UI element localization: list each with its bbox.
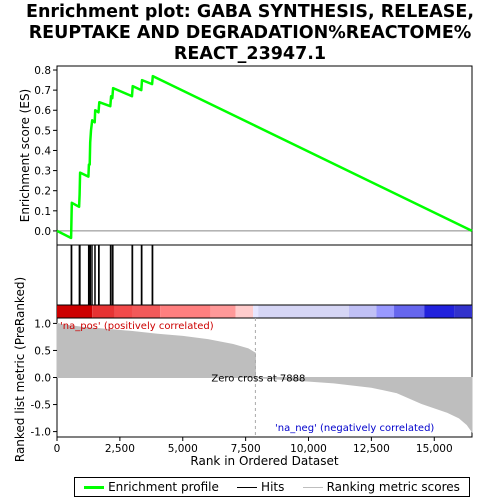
neg-label: 'na_neg' (negatively correlated) [275, 423, 434, 434]
heat-segment-7 [253, 306, 258, 318]
es-tick-label-6: 0.6 [34, 105, 51, 117]
heat-segment-0 [57, 306, 92, 318]
x-tick-label-1: 2,500 [105, 443, 135, 455]
es-panel [57, 66, 472, 245]
es-tick-label-1: 0.1 [34, 206, 51, 218]
rank-tick-label-4: -1.0 [31, 427, 52, 439]
heat-segment-12 [424, 306, 454, 318]
legend-label-hits: Hits [261, 480, 284, 494]
es-axis-label: Enrichment score (ES) [18, 89, 32, 222]
heat-segment-6 [236, 306, 254, 318]
heat-segment-10 [376, 306, 394, 318]
es-tick-label-7: 0.7 [34, 85, 51, 97]
heat-segment-9 [349, 306, 377, 318]
x-axis-label: Rank in Ordered Dataset [190, 454, 338, 468]
heat-segment-1 [92, 306, 115, 318]
es-tick-label-8: 0.8 [34, 65, 51, 77]
legend-swatch-ranked [303, 487, 323, 488]
hits-panel [57, 245, 472, 305]
heat-segment-13 [454, 306, 472, 318]
legend-item-hits: Hits [237, 480, 284, 494]
heat-segment-2 [115, 306, 133, 318]
x-tick-label-0: 0 [54, 443, 61, 455]
pos-label: 'na_pos' (positively correlated) [60, 321, 214, 332]
rank-tick-label-0: 1.0 [34, 318, 51, 330]
rank-tick-label-1: 0.5 [34, 345, 51, 357]
es-tick-label-0: 0.0 [34, 226, 51, 238]
es-tick-label-5: 0.5 [34, 125, 51, 137]
heat-segment-4 [160, 306, 210, 318]
heat-segment-8 [258, 306, 349, 318]
legend-swatch-es [84, 486, 104, 489]
es-tick-label-4: 0.4 [34, 145, 51, 157]
legend-item-es: Enrichment profile [84, 480, 219, 494]
rank-axis-label: Ranked list metric (PreRanked) [13, 277, 27, 462]
x-tick-label-5: 12,500 [353, 443, 390, 455]
legend-item-ranked: Ranking metric scores [303, 480, 460, 494]
es-tick-label-2: 0.2 [34, 186, 51, 198]
rank-tick-label-3: -0.5 [31, 400, 52, 412]
legend: Enrichment profile Hits Ranking metric s… [74, 477, 470, 497]
heat-segment-11 [394, 306, 424, 318]
zero-cross-label: Zero cross at 7888 [211, 374, 305, 385]
legend-label-es: Enrichment profile [108, 480, 219, 494]
heat-segment-3 [132, 306, 160, 318]
es-tick-label-3: 0.3 [34, 166, 51, 178]
rank-tick-label-2: 0.0 [34, 373, 51, 385]
x-tick-label-6: 15,000 [416, 443, 453, 455]
heat-layer [57, 306, 472, 318]
heat-segment-5 [210, 306, 235, 318]
legend-label-ranked: Ranking metric scores [327, 480, 460, 494]
legend-swatch-hits [237, 487, 257, 488]
